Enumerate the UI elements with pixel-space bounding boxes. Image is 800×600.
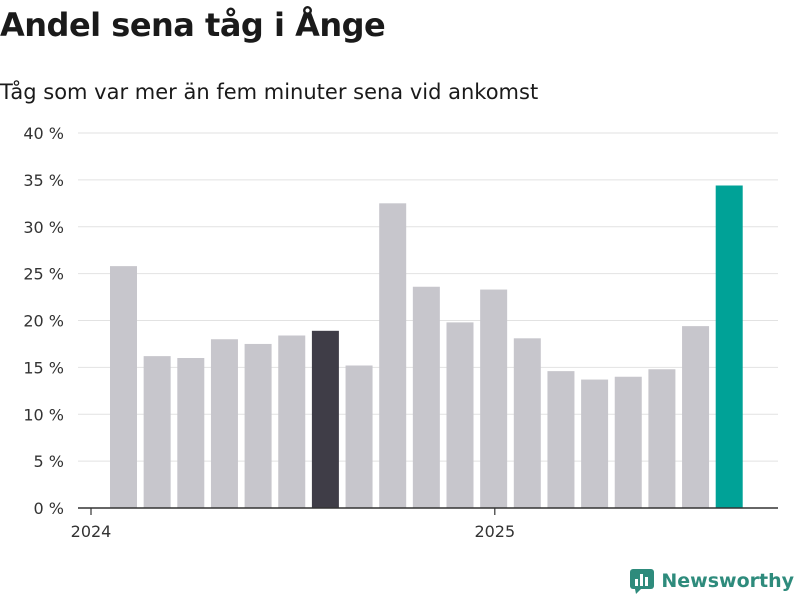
y-tick-label: 15 % [23,358,64,377]
bar [715,185,743,508]
y-tick-label: 0 % [34,499,64,518]
y-tick-label: 5 % [34,452,64,471]
chart-subtitle: Tåg som var mer än fem minuter sena vid … [0,80,539,104]
x-tick-label: 2024 [71,522,112,541]
y-tick-label: 25 % [23,265,64,284]
brand-name: Newsworthy [661,570,794,592]
bar [412,286,440,508]
y-tick-label: 30 % [23,218,64,237]
bar [379,203,407,508]
bar [210,339,238,508]
bar [614,376,642,508]
y-tick-label: 20 % [23,312,64,331]
bar [648,369,676,508]
bar [345,365,373,508]
bar [278,335,306,508]
y-tick-label: 10 % [23,405,64,424]
y-tick-label: 40 % [23,124,64,143]
newsworthy-icon [630,569,655,594]
bar [311,330,339,508]
bar [143,356,171,508]
bar [177,358,205,508]
bar [110,266,137,508]
bar [244,343,272,508]
bar [682,326,710,508]
bar [581,379,609,508]
bar [547,371,575,508]
y-tick-label: 35 % [23,171,64,190]
bar [446,322,474,508]
bar [513,338,541,508]
bar [480,289,508,508]
chart-title: Andel sena tåg i Ånge [0,6,386,44]
x-tick-label: 2025 [474,522,515,541]
brand-logo: Newsworthy [629,568,794,594]
